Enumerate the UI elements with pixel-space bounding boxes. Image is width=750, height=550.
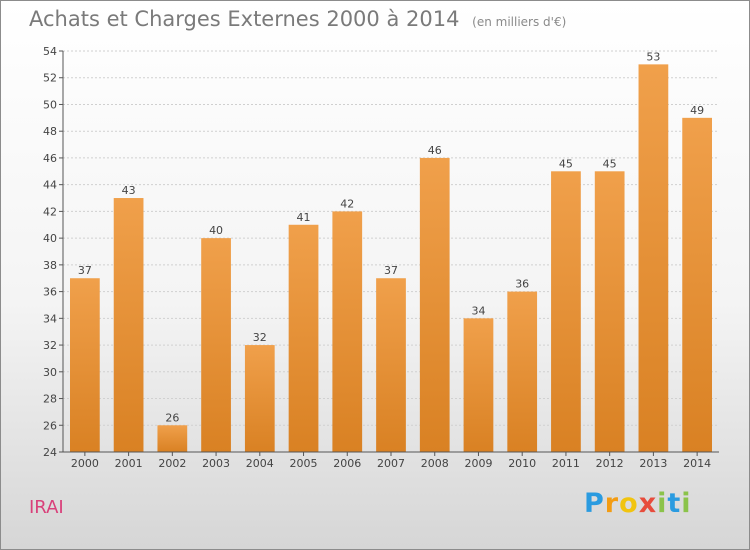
x-tick-label: 2010: [508, 457, 536, 470]
location-label: IRAI: [29, 497, 64, 518]
x-tick-label: 2011: [552, 457, 580, 470]
bar-2002: [157, 425, 188, 452]
chart-title: Achats et Charges Externes 2000 à 2014: [29, 7, 460, 31]
logo-letter: i: [657, 488, 668, 519]
logo-letter: x: [638, 488, 658, 519]
y-tick-label: 42: [43, 205, 57, 218]
chart-subtitle: (en milliers d'€): [472, 15, 567, 29]
x-tick-label: 2003: [202, 457, 230, 470]
bar-value-label: 37: [78, 264, 92, 277]
bar-2008: [419, 157, 450, 452]
x-tick-label: 2012: [596, 457, 624, 470]
y-tick-label: 52: [43, 72, 57, 85]
bar-value-label: 34: [471, 304, 485, 317]
bar-2014: [682, 117, 713, 452]
logo-letter: r: [604, 488, 620, 519]
chart-title-block: Achats et Charges Externes 2000 à 2014 (…: [29, 7, 566, 31]
y-tick-label: 24: [43, 446, 57, 459]
bar-2012: [594, 171, 625, 453]
x-tick-label: 2013: [639, 457, 667, 470]
y-tick-label: 30: [43, 366, 57, 379]
y-tick-label: 44: [43, 179, 57, 192]
x-tick-label: 2001: [115, 457, 143, 470]
bar-value-label: 41: [297, 211, 311, 224]
bar-2011: [551, 171, 581, 453]
logo-letter: t: [667, 488, 682, 519]
bar-2005: [288, 224, 319, 452]
bar-value-label: 42: [340, 197, 354, 210]
x-tick-label: 2007: [377, 457, 405, 470]
y-tick-label: 32: [43, 339, 57, 352]
y-tick-label: 46: [43, 152, 57, 165]
y-tick-label: 40: [43, 232, 57, 245]
x-tick-label: 2004: [246, 457, 274, 470]
bar-value-label: 53: [646, 50, 660, 63]
y-tick-label: 50: [43, 98, 57, 111]
bar-value-label: 36: [515, 278, 529, 291]
bar-2004: [244, 345, 275, 452]
logo-letter: i: [681, 488, 692, 519]
y-tick-label: 26: [43, 419, 57, 432]
bar-value-label: 37: [384, 264, 398, 277]
proxiti-logo: Proxiti: [584, 488, 692, 519]
x-tick-label: 2000: [71, 457, 99, 470]
bar-value-label: 49: [690, 104, 704, 117]
x-tick-label: 2006: [333, 457, 361, 470]
bar-value-label: 40: [209, 224, 223, 237]
y-tick-label: 36: [43, 286, 57, 299]
y-tick-label: 48: [43, 125, 57, 138]
x-tick-label: 2002: [158, 457, 186, 470]
x-tick-label: 2008: [421, 457, 449, 470]
x-tick-label: 2009: [464, 457, 492, 470]
bar-value-label: 26: [165, 411, 179, 424]
bar-2013: [638, 64, 669, 452]
bar-2003: [201, 238, 231, 452]
bar-value-label: 45: [603, 157, 617, 170]
x-tick-label: 2014: [683, 457, 711, 470]
bar-2001: [113, 198, 144, 452]
logo-letter: o: [619, 488, 639, 519]
y-tick-label: 28: [43, 393, 57, 406]
bar-2006: [332, 211, 363, 452]
bar-2009: [463, 318, 494, 452]
bar-value-label: 32: [253, 331, 267, 344]
y-tick-label: 38: [43, 259, 57, 272]
bar-2010: [507, 291, 538, 452]
bar-2000: [69, 278, 100, 452]
bar-2007: [376, 278, 406, 452]
y-tick-label: 34: [43, 312, 57, 325]
x-tick-label: 2005: [290, 457, 318, 470]
bar-value-label: 43: [122, 184, 136, 197]
y-tick-label: 54: [43, 45, 57, 58]
bar-value-label: 45: [559, 157, 573, 170]
logo-letter: P: [584, 488, 605, 519]
bar-value-label: 46: [428, 144, 442, 157]
